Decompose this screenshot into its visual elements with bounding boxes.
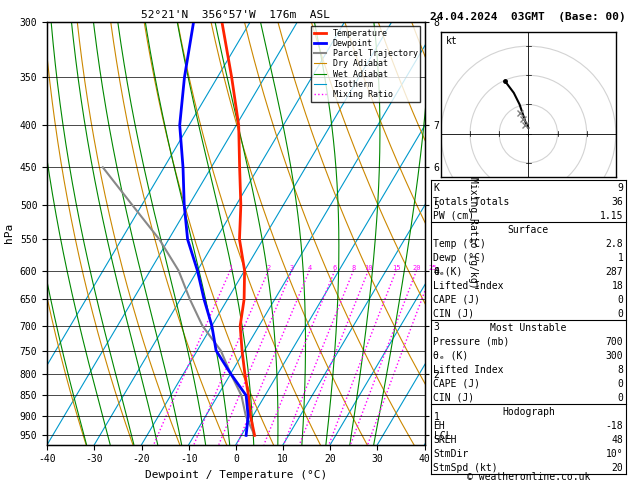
Text: 3: 3: [290, 264, 294, 271]
Text: 8: 8: [618, 364, 623, 375]
Legend: Temperature, Dewpoint, Parcel Trajectory, Dry Adiabat, Wet Adiabat, Isotherm, Mi: Temperature, Dewpoint, Parcel Trajectory…: [311, 26, 420, 102]
Text: SREH: SREH: [433, 434, 457, 445]
Text: kt: kt: [446, 36, 458, 46]
Text: Dewp (°C): Dewp (°C): [433, 253, 486, 262]
Text: 6: 6: [333, 264, 337, 271]
Text: 8: 8: [352, 264, 355, 271]
Text: 2.8: 2.8: [606, 239, 623, 248]
Text: 300: 300: [606, 350, 623, 361]
Text: EH: EH: [433, 420, 445, 431]
Text: θₑ(K): θₑ(K): [433, 266, 463, 277]
Text: 25: 25: [428, 264, 437, 271]
Y-axis label: Mixing Ratio (g/kg): Mixing Ratio (g/kg): [468, 177, 478, 289]
Text: 10°: 10°: [606, 449, 623, 459]
Text: 287: 287: [606, 266, 623, 277]
Text: 1.15: 1.15: [600, 210, 623, 221]
Text: 0: 0: [618, 295, 623, 305]
Text: Hodograph: Hodograph: [502, 407, 555, 417]
Text: 10: 10: [364, 264, 372, 271]
Text: 1: 1: [228, 264, 232, 271]
Text: 20: 20: [412, 264, 421, 271]
Text: 0: 0: [618, 379, 623, 388]
Text: CIN (J): CIN (J): [433, 393, 474, 402]
Text: 9: 9: [618, 183, 623, 192]
Text: 24.04.2024  03GMT  (Base: 00): 24.04.2024 03GMT (Base: 00): [430, 12, 626, 22]
Text: 2: 2: [266, 264, 270, 271]
Text: StmDir: StmDir: [433, 449, 469, 459]
Text: 1: 1: [618, 253, 623, 262]
Text: Temp (°C): Temp (°C): [433, 239, 486, 248]
Text: 700: 700: [606, 336, 623, 347]
Text: Pressure (mb): Pressure (mb): [433, 336, 509, 347]
Text: 0: 0: [618, 393, 623, 402]
Text: CAPE (J): CAPE (J): [433, 379, 481, 388]
Text: PW (cm): PW (cm): [433, 210, 474, 221]
Text: StmSpd (kt): StmSpd (kt): [433, 463, 498, 472]
Text: θₑ (K): θₑ (K): [433, 350, 469, 361]
Text: 0: 0: [618, 309, 623, 318]
Text: Totals Totals: Totals Totals: [433, 196, 509, 207]
Text: 4: 4: [308, 264, 311, 271]
Text: 20: 20: [611, 463, 623, 472]
Text: -18: -18: [606, 420, 623, 431]
Text: Most Unstable: Most Unstable: [490, 323, 567, 332]
Text: 18: 18: [611, 280, 623, 291]
X-axis label: Dewpoint / Temperature (°C): Dewpoint / Temperature (°C): [145, 470, 327, 480]
Text: © weatheronline.co.uk: © weatheronline.co.uk: [467, 472, 590, 482]
Text: 36: 36: [611, 196, 623, 207]
Text: Lifted Index: Lifted Index: [433, 280, 504, 291]
Text: Lifted Index: Lifted Index: [433, 364, 504, 375]
Text: 48: 48: [611, 434, 623, 445]
Text: 15: 15: [392, 264, 401, 271]
Text: CIN (J): CIN (J): [433, 309, 474, 318]
Title: 52°21'N  356°57'W  176m  ASL: 52°21'N 356°57'W 176m ASL: [142, 10, 330, 20]
Text: K: K: [433, 183, 439, 192]
Y-axis label: hPa: hPa: [4, 223, 14, 243]
Text: Surface: Surface: [508, 225, 549, 235]
Text: CAPE (J): CAPE (J): [433, 295, 481, 305]
